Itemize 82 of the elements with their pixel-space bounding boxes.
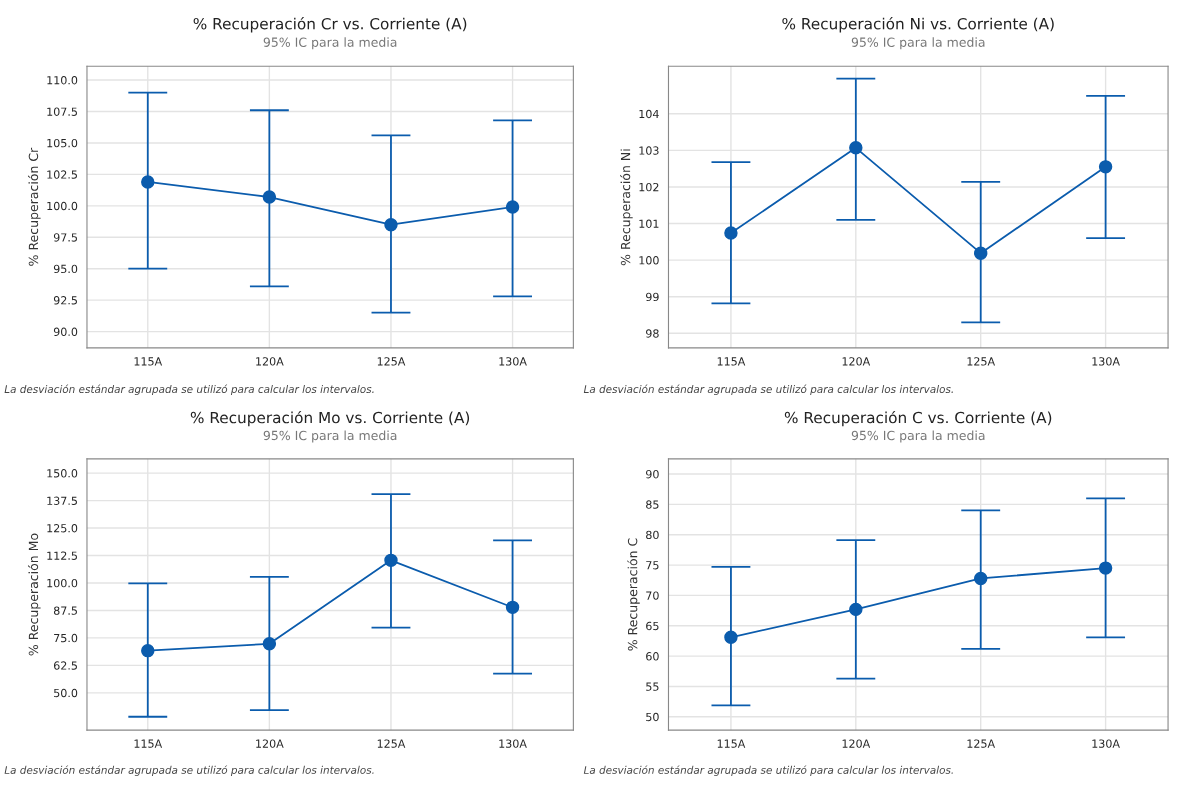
y-tick-label: 75.0 [54, 633, 78, 643]
point [974, 571, 988, 586]
y-tick-label: 100 [639, 256, 659, 265]
y-axis-title: % Recuperación Cr [27, 147, 41, 266]
y-tick-label: 100.0 [47, 578, 78, 588]
point [141, 643, 155, 658]
x-tick-label: 125A [967, 739, 996, 748]
y-tick-label: 60 [646, 652, 659, 661]
chart-title: % Recuperación Ni vs. Corriente (A) [782, 17, 1054, 33]
x-tick-label: 130A [1092, 739, 1120, 748]
y-tick-label: 95.0 [53, 264, 78, 274]
point [262, 637, 277, 651]
y-tick-label: 92.5 [53, 296, 77, 305]
x-tick-label: 120A [256, 739, 284, 748]
point [724, 630, 738, 645]
chart-subtitle: 95% IC para la media [263, 430, 397, 443]
y-axis-title: % Recuperación C [627, 538, 640, 651]
point [141, 175, 155, 189]
y-tick-label: 110.0 [47, 76, 78, 85]
y-axis-title: % Recuperación Ni [620, 149, 633, 266]
chart-subtitle: 95% IC para la media [851, 430, 985, 443]
text: La desviación estándar agrupada se utilizó para calcular los intervalos. [583, 384, 953, 396]
y-tick-label: 50 [646, 712, 659, 722]
x-tick-label: 115A [717, 357, 746, 366]
y-tick-label: 70 [646, 591, 659, 600]
chart-title: % Recuperación C vs. Corriente (A) [784, 410, 1052, 427]
y-tick-label: 105.0 [47, 138, 78, 148]
y-tick-label: 55 [646, 682, 659, 691]
y-tick-label: 104 [639, 109, 659, 119]
x-tick-label: 120A [842, 357, 871, 366]
point [1098, 160, 1113, 174]
x-tick-label: 130A [499, 739, 527, 748]
y-tick-label: 150.0 [47, 469, 78, 478]
y-tick-label: 65 [646, 621, 659, 631]
y-tick-label: 102.5 [47, 170, 77, 179]
x-tick-label: 120A [842, 739, 871, 748]
x-tick-label: 125A [967, 357, 996, 366]
y-tick-label: 125.0 [47, 524, 78, 533]
y-tick-label: 137.5 [47, 496, 77, 505]
chart-subtitle: 95% IC para la media [851, 37, 985, 50]
y-tick-label: 87.5 [53, 606, 77, 615]
text: La desviación estándar agrupada se utilizó para calcular los intervalos. [4, 765, 374, 776]
x-tick-label: 125A [377, 739, 406, 748]
x-tick-label: 130A [499, 357, 527, 366]
x-tick-label: 130A [1092, 357, 1120, 366]
y-tick-label: 98 [646, 329, 659, 338]
y-tick-label: 99 [646, 292, 659, 302]
point [384, 553, 398, 568]
point [262, 190, 277, 204]
point [505, 200, 520, 214]
point [724, 226, 738, 240]
y-tick-label: 85 [646, 500, 659, 509]
chart-title: % Recuperación Cr vs. Corriente (A) [193, 17, 467, 33]
y-tick-label: 112.5 [47, 551, 77, 560]
point [849, 602, 863, 617]
y-tick-label: 90 [646, 470, 659, 479]
point [505, 600, 520, 615]
y-tick-label: 102 [639, 182, 659, 192]
point [1098, 561, 1113, 575]
y-tick-label: 97.5 [53, 233, 77, 242]
y-tick-label: 100.0 [47, 201, 78, 211]
y-tick-label: 101 [639, 219, 659, 228]
text: La desviación estándar agrupada se utilizó para calcular los intervalos. [583, 765, 953, 776]
y-tick-label: 75 [646, 561, 659, 570]
point [849, 141, 863, 155]
y-tick-label: 80 [646, 530, 659, 540]
text: La desviación estándar agrupada se utilizó para calcular los intervalos. [4, 384, 374, 396]
y-tick-label: 62.5 [53, 661, 77, 670]
y-axis-title: % Recuperación Mo [27, 533, 41, 656]
chart-title: % Recuperación Mo vs. Corriente (A) [190, 410, 470, 427]
x-tick-label: 115A [717, 739, 746, 748]
x-tick-label: 115A [134, 739, 163, 748]
y-tick-label: 90.0 [53, 327, 78, 336]
y-tick-label: 50.0 [54, 688, 78, 698]
chart-subtitle: 95% IC para la media [263, 37, 397, 50]
point [384, 217, 398, 232]
x-tick-label: 120A [256, 357, 284, 366]
x-tick-label: 115A [134, 357, 163, 366]
point [974, 246, 988, 260]
x-tick-label: 125A [377, 357, 406, 366]
y-tick-label: 103 [639, 146, 659, 155]
y-tick-label: 107.5 [47, 107, 77, 116]
